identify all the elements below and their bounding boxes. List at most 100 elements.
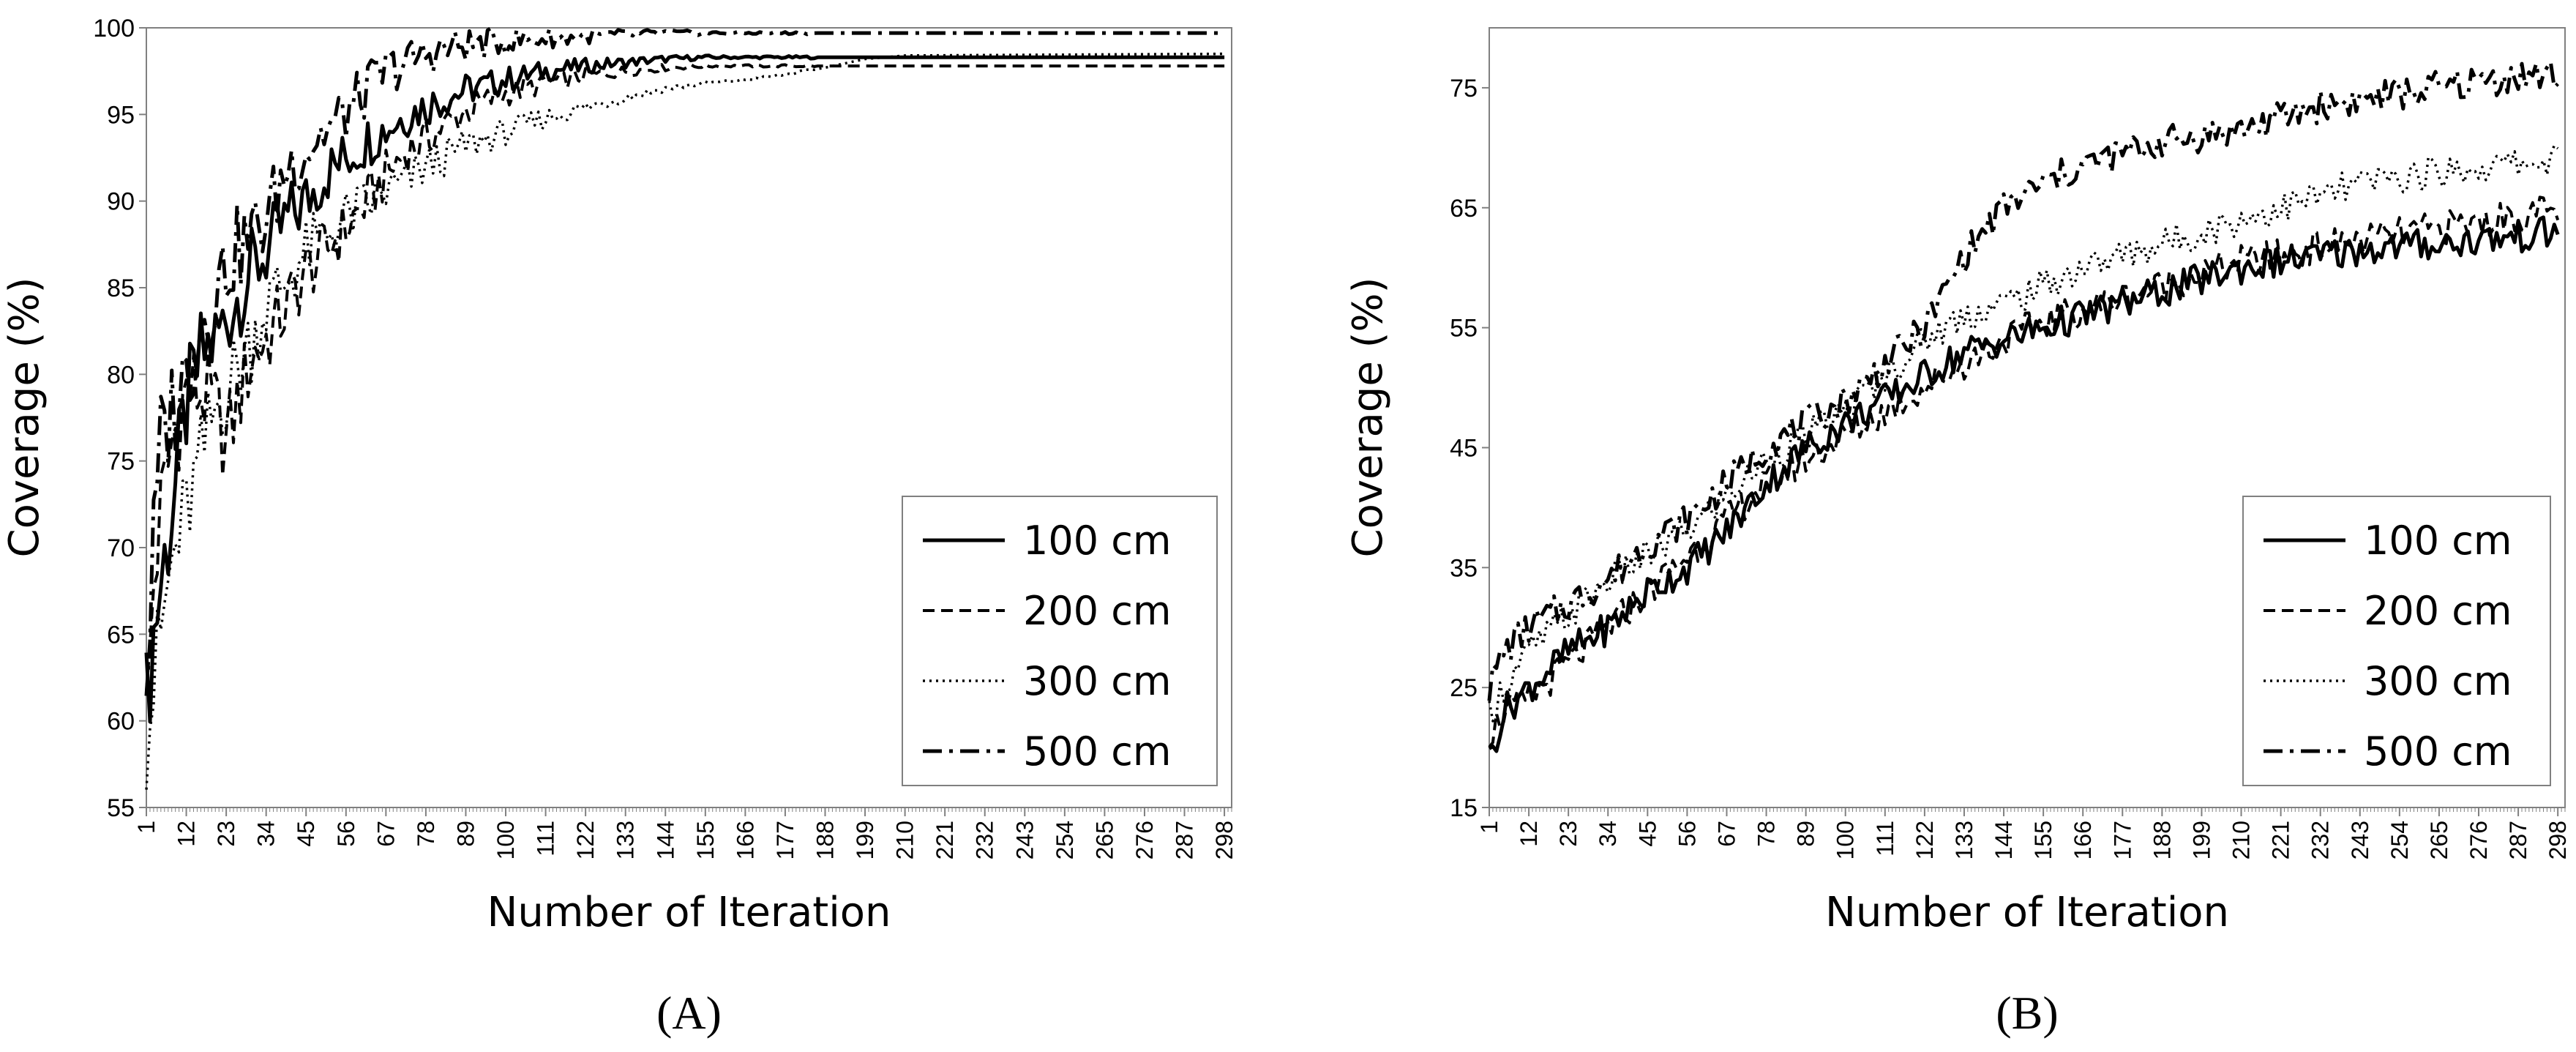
- x-tick-label: 1: [1476, 821, 1502, 834]
- x-tick-label: 45: [1634, 821, 1660, 847]
- y-tick-label: 55: [107, 794, 135, 822]
- x-tick-label: 100: [1832, 821, 1859, 859]
- x-tick-label: 188: [812, 821, 838, 859]
- y-tick-label: 70: [107, 534, 135, 562]
- x-tick-label: 199: [852, 821, 878, 859]
- x-tick-label: 298: [1211, 821, 1238, 859]
- x-tick-label: 144: [1991, 821, 2017, 859]
- y-tick-label: 95: [107, 101, 135, 129]
- y-tick-label: 75: [1450, 75, 1478, 102]
- panel-label: (B): [1996, 987, 2058, 1039]
- x-tick-label: 67: [1713, 821, 1740, 847]
- x-tick-label: 12: [173, 821, 200, 847]
- x-tick-label: 232: [972, 821, 998, 859]
- y-tick-label: 55: [1450, 315, 1478, 343]
- x-tick-label: 34: [1595, 821, 1621, 847]
- x-tick-label: 133: [1951, 821, 1977, 859]
- x-tick-label: 298: [2545, 821, 2571, 859]
- y-tick-label: 25: [1450, 674, 1478, 702]
- x-tick-label: 276: [1131, 821, 1158, 859]
- legend-label: 200 cm: [1023, 588, 1172, 634]
- x-tick-label: 221: [932, 821, 958, 859]
- x-tick-label: 254: [1052, 821, 1078, 859]
- y-tick-label: 65: [107, 621, 135, 649]
- x-tick-label: 89: [452, 821, 479, 847]
- x-tick-label: 89: [1793, 821, 1819, 847]
- y-tick-label: 15: [1450, 794, 1478, 822]
- x-tick-label: 210: [892, 821, 918, 859]
- y-tick-label: 75: [107, 448, 135, 476]
- x-tick-label: 254: [2386, 821, 2413, 859]
- y-tick-label: 45: [1450, 434, 1478, 462]
- x-tick-label: 221: [2268, 821, 2294, 859]
- x-tick-label: 133: [613, 821, 639, 859]
- x-tick-label: 199: [2188, 821, 2214, 859]
- x-tick-label: 232: [2307, 821, 2334, 859]
- panel-label: (A): [656, 987, 722, 1039]
- x-tick-label: 144: [652, 821, 678, 859]
- x-tick-label: 23: [1555, 821, 1581, 847]
- series-line-200-cm: [145, 62, 1225, 693]
- x-tick-label: 23: [213, 821, 239, 847]
- series-line-200-cm: [1488, 195, 2560, 748]
- x-tick-label: 111: [1872, 821, 1898, 857]
- x-tick-label: 12: [1516, 821, 1542, 847]
- x-tick-label: 100: [493, 821, 519, 859]
- chart-panel-b: 15 25 35 45 55 65 75 1 12 23 34 45 56 67 78 89 100 111 122…: [1344, 27, 2571, 1039]
- x-tick-label: 265: [1091, 821, 1117, 859]
- legend-label: 200 cm: [2364, 588, 2512, 634]
- x-tick-label: 78: [1753, 821, 1780, 847]
- x-tick-label: 111: [533, 821, 559, 857]
- x-tick-label: 45: [293, 821, 319, 847]
- x-tick-label: 34: [253, 821, 280, 847]
- legend-label: 500 cm: [1023, 728, 1172, 775]
- legend-label: 500 cm: [2364, 728, 2512, 775]
- series-line-500-cm: [144, 26, 1225, 696]
- y-tick-label: 85: [107, 275, 135, 302]
- y-tick-label: 65: [1450, 195, 1478, 223]
- x-tick-label: 243: [2347, 821, 2373, 859]
- x-tick-label: 56: [1674, 821, 1700, 847]
- chart-panel-a: 55 60 65 70 75 80 85 90 95 100 1 12 23 34 45 56 67 78 89 10…: [1, 15, 1238, 1039]
- series-line-100-cm: [1488, 215, 2560, 753]
- series-line-300-cm: [1488, 143, 2559, 723]
- series-line-500-cm: [1487, 60, 2559, 701]
- x-tick-label: 177: [2109, 821, 2135, 859]
- legend-label: 100 cm: [1023, 518, 1172, 564]
- y-tick-label: 60: [107, 708, 135, 736]
- y-axis-title: Coverage (%): [1344, 277, 1392, 557]
- legend: 100 cm 200 cm 300 cm 500 cm: [2242, 496, 2551, 786]
- x-tick-label: 287: [1172, 821, 1198, 859]
- x-tick-label: 56: [333, 821, 359, 847]
- legend-label: 300 cm: [1023, 658, 1172, 704]
- y-tick-label: 90: [107, 188, 135, 216]
- x-tick-label: 1: [133, 821, 160, 834]
- x-tick-label: 276: [2465, 821, 2492, 859]
- x-tick-label: 155: [2030, 821, 2056, 859]
- x-tick-label: 177: [772, 821, 798, 859]
- y-axis-title: Coverage (%): [1, 277, 48, 557]
- x-tick-label: 188: [2149, 821, 2175, 859]
- legend-label: 300 cm: [2364, 658, 2512, 704]
- series-line-100-cm: [144, 53, 1225, 724]
- x-tick-label: 155: [692, 821, 719, 859]
- legend-box: [2242, 496, 2551, 786]
- x-axis-title: Number of Iteration: [487, 889, 891, 936]
- x-tick-label: 243: [1011, 821, 1038, 859]
- x-tick-label: 67: [372, 821, 399, 847]
- x-tick-label: 210: [2228, 821, 2255, 859]
- x-tick-label: 287: [2505, 821, 2531, 859]
- legend-label: 100 cm: [2364, 518, 2512, 564]
- x-tick-label: 122: [1912, 821, 1938, 859]
- y-tick-label: 35: [1450, 554, 1478, 582]
- y-tick-label: 80: [107, 361, 135, 389]
- legend-box: [902, 496, 1218, 786]
- x-tick-label: 265: [2426, 821, 2452, 859]
- y-tick-label: 100: [93, 15, 135, 42]
- x-tick-label: 166: [732, 821, 758, 859]
- x-axis-title: Number of Iteration: [1825, 889, 2229, 936]
- x-tick-label: 166: [2070, 821, 2096, 859]
- x-tick-label: 78: [413, 821, 439, 847]
- legend: 100 cm 200 cm 300 cm 500 cm: [902, 496, 1218, 786]
